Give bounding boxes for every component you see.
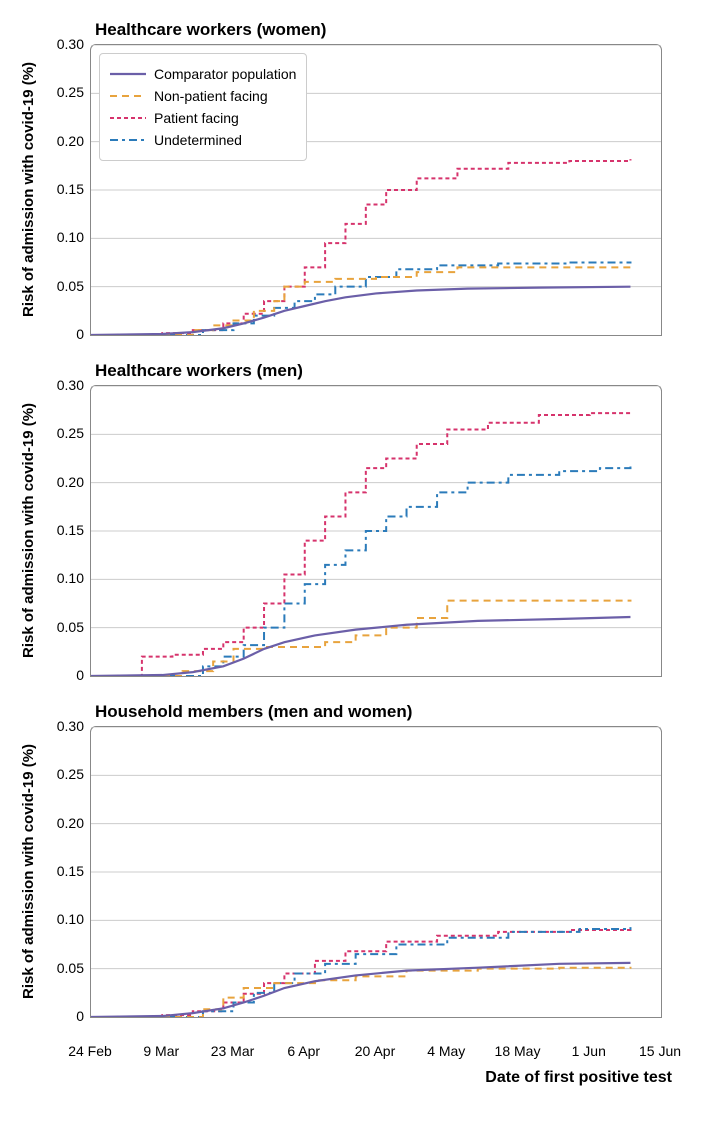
legend-label: Undetermined <box>154 132 242 148</box>
y-tick-label: 0.25 <box>57 84 84 100</box>
y-tick-label: 0.25 <box>57 425 84 441</box>
y-tick-label: 0.30 <box>57 377 84 393</box>
plot-area: Comparator population Non-patient facing P… <box>90 44 662 336</box>
y-tick-label: 0.20 <box>57 474 84 490</box>
panel-title: Household members (men and women) <box>95 702 682 722</box>
chart-panel: Household members (men and women) Risk of… <box>20 702 682 1018</box>
series-line-comparator <box>91 617 630 676</box>
x-tick-label: 20 Apr <box>355 1043 395 1059</box>
y-tick-label: 0.10 <box>57 229 84 245</box>
chart-panel: Healthcare workers (men) Risk of admissio… <box>20 361 682 677</box>
series-line-undetermined <box>91 927 630 1017</box>
legend-swatch <box>110 111 146 125</box>
chart-panel: Healthcare workers (women) Risk of admiss… <box>20 20 682 336</box>
x-tick-label: 4 May <box>427 1043 465 1059</box>
y-tick-label: 0.05 <box>57 619 84 635</box>
legend: Comparator population Non-patient facing P… <box>99 53 307 161</box>
y-tick-label: 0 <box>76 667 84 683</box>
y-tick-label: 0.30 <box>57 718 84 734</box>
legend-label: Comparator population <box>154 66 296 82</box>
x-tick-label: 1 Jun <box>572 1043 606 1059</box>
y-tick-label: 0.15 <box>57 522 84 538</box>
legend-swatch <box>110 133 146 147</box>
plot-area <box>90 385 662 677</box>
series-line-patient <box>91 159 630 335</box>
x-tick-label: 9 Mar <box>143 1043 179 1059</box>
y-tick-label: 0 <box>76 326 84 342</box>
y-axis-label: Risk of admission with covid-19 (%) <box>20 385 42 675</box>
series-line-non_patient <box>91 267 630 335</box>
y-tick-label: 0 <box>76 1008 84 1024</box>
x-axis-label: Date of first positive test <box>20 1069 672 1087</box>
x-tick-label: 23 Mar <box>211 1043 255 1059</box>
series-line-comparator <box>91 963 630 1017</box>
legend-label: Non-patient facing <box>154 88 268 104</box>
y-tick-label: 0.15 <box>57 181 84 197</box>
y-tick-label: 0.05 <box>57 960 84 976</box>
x-tick-label: 6 Apr <box>287 1043 320 1059</box>
plot-area <box>90 726 662 1018</box>
panel-title: Healthcare workers (women) <box>95 20 682 40</box>
y-tick-label: 0.30 <box>57 36 84 52</box>
y-tick-label: 0.20 <box>57 133 84 149</box>
legend-swatch <box>110 67 146 81</box>
series-line-undetermined <box>91 465 630 676</box>
series-line-non_patient <box>91 600 630 676</box>
x-tick-label: 15 Jun <box>639 1043 681 1059</box>
y-tick-label: 0.25 <box>57 766 84 782</box>
figure-container: Healthcare workers (women) Risk of admiss… <box>20 20 682 1087</box>
y-axis-label: Risk of admission with covid-19 (%) <box>20 726 42 1016</box>
legend-swatch <box>110 89 146 103</box>
legend-item: Non-patient facing <box>110 88 296 104</box>
y-tick-label: 0.10 <box>57 911 84 927</box>
y-tick-label: 0.15 <box>57 863 84 879</box>
series-line-patient <box>91 411 630 676</box>
legend-item: Patient facing <box>110 110 296 126</box>
y-axis-label: Risk of admission with covid-19 (%) <box>20 44 42 334</box>
y-tick-label: 0.05 <box>57 278 84 294</box>
panel-title: Healthcare workers (men) <box>95 361 682 381</box>
legend-item: Comparator population <box>110 66 296 82</box>
series-line-patient <box>91 928 630 1017</box>
series-line-undetermined <box>91 262 630 335</box>
x-tick-label: 18 May <box>495 1043 541 1059</box>
y-tick-label: 0.10 <box>57 570 84 586</box>
y-tick-label: 0.20 <box>57 815 84 831</box>
legend-item: Undetermined <box>110 132 296 148</box>
series-line-comparator <box>91 287 630 335</box>
x-tick-label: 24 Feb <box>68 1043 112 1059</box>
legend-label: Patient facing <box>154 110 239 126</box>
